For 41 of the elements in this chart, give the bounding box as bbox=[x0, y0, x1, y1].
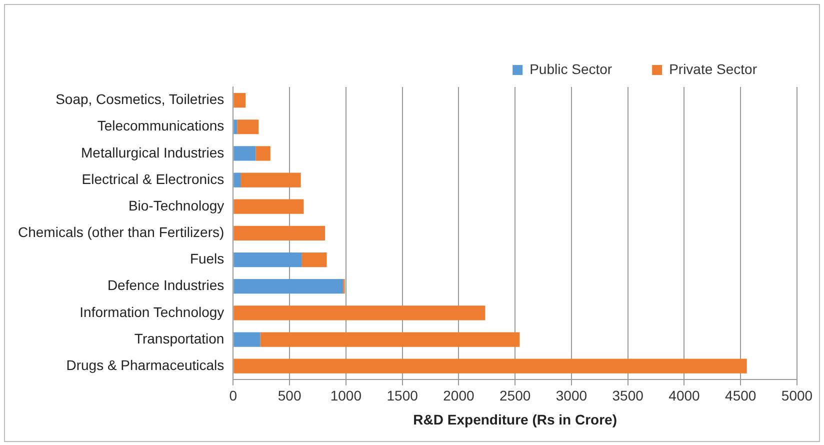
x-tick-label: 4000 bbox=[668, 388, 700, 404]
x-tick-label: 3500 bbox=[612, 388, 644, 404]
y-tick-label: Chemicals (other than Fertilizers) bbox=[18, 224, 224, 240]
x-tick-label: 2500 bbox=[500, 388, 531, 404]
bar bbox=[234, 226, 326, 241]
x-axis-title: R&D Expenditure (Rs in Crore) bbox=[413, 411, 617, 428]
x-tick-label: 1500 bbox=[386, 388, 418, 404]
y-tick-label: Fuels bbox=[190, 250, 224, 267]
y-tick-label: Drugs & Pharmaceuticals bbox=[66, 356, 224, 373]
y-tick-label: Electrical & Electronics bbox=[82, 170, 224, 187]
bar bbox=[234, 279, 344, 294]
bar bbox=[302, 252, 327, 268]
bar bbox=[234, 358, 747, 374]
bar bbox=[240, 172, 301, 188]
bar bbox=[260, 332, 520, 347]
y-tick-label: Transportation bbox=[134, 330, 224, 346]
bar bbox=[234, 332, 260, 347]
bar bbox=[234, 306, 486, 320]
legend-label: Private Sector bbox=[669, 60, 758, 77]
x-tick-label: 0 bbox=[229, 388, 238, 404]
bar bbox=[234, 199, 304, 214]
bar bbox=[234, 92, 246, 108]
y-tick-label: Metallurgical Industries bbox=[81, 144, 224, 160]
x-tick-label: 500 bbox=[278, 388, 302, 404]
x-tick-label: 4500 bbox=[725, 388, 756, 404]
x-tick-label: 2000 bbox=[443, 388, 474, 404]
y-tick-label: Information Technology bbox=[80, 304, 224, 320]
x-tick-label: 3000 bbox=[556, 388, 588, 404]
bar bbox=[237, 120, 259, 134]
bar bbox=[234, 172, 240, 188]
legend-label: Public Sector bbox=[530, 60, 612, 77]
y-tick-label: Telecommunications bbox=[97, 118, 224, 134]
y-tick-label: Bio-Technology bbox=[128, 197, 224, 214]
y-tick-label: Soap, Cosmetics, Toiletries bbox=[56, 91, 224, 108]
y-tick-label: Defence Industries bbox=[107, 277, 224, 294]
bar bbox=[234, 120, 238, 134]
bar bbox=[234, 146, 256, 161]
x-tick-label: 1000 bbox=[330, 388, 362, 404]
bar bbox=[234, 252, 302, 268]
bar bbox=[256, 146, 270, 161]
x-tick-label: 5000 bbox=[781, 388, 813, 404]
